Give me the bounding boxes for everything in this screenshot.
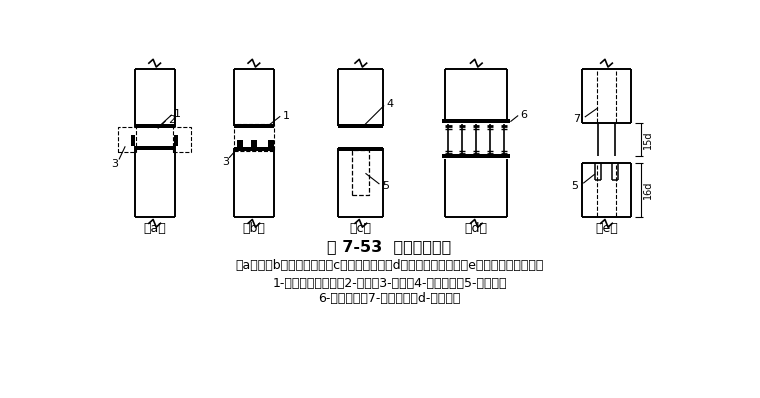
Text: 5: 5 (572, 181, 578, 191)
Bar (234, 124, 274, 128)
Text: 1: 1 (174, 109, 181, 119)
Bar (353, 150, 369, 195)
Text: 6-预埋法兰；7-预埋锚筋；d-锚栓直径: 6-预埋法兰；7-预埋锚筋；d-锚栓直径 (318, 292, 461, 305)
Text: （e）: （e） (595, 222, 618, 235)
Text: 6: 6 (521, 110, 527, 120)
Text: 图 7-53  桩的接头型式: 图 7-53 桩的接头型式 (328, 239, 451, 254)
Bar (135, 124, 175, 128)
Text: 3: 3 (111, 159, 118, 169)
Bar (442, 154, 511, 158)
Bar (234, 124, 274, 151)
Bar (119, 127, 136, 152)
Text: （b）: （b） (242, 222, 265, 235)
Text: （a）: （a） (144, 222, 166, 235)
Text: 5: 5 (382, 181, 389, 191)
Bar (237, 140, 243, 147)
Bar (442, 119, 511, 123)
Bar (268, 140, 274, 147)
Bar (131, 135, 135, 146)
Bar (251, 140, 257, 147)
Text: 4: 4 (386, 99, 394, 109)
Text: （a）、（b）焊接接合；（c）管式接合；（d）管桩螺栓接合；（e）硫磺砂浆锚筋接合: （a）、（b）焊接接合；（c）管式接合；（d）管桩螺栓接合；（e）硫磺砂浆锚筋接… (236, 259, 543, 272)
Bar (135, 146, 175, 150)
Bar (338, 124, 383, 128)
Text: （d）: （d） (465, 222, 488, 235)
Text: 16d: 16d (642, 181, 653, 199)
Text: 2: 2 (168, 115, 175, 125)
Bar (338, 147, 383, 151)
Text: （c）: （c） (350, 222, 372, 235)
Bar (234, 147, 274, 151)
Text: 7: 7 (573, 114, 580, 124)
Text: 1-角钢与主筋焊接；2-钢板；3-焊缝；4-预埋钢管；5-浆锚孔；: 1-角钢与主筋焊接；2-钢板；3-焊缝；4-预埋钢管；5-浆锚孔； (272, 277, 507, 290)
Text: 15d: 15d (642, 130, 653, 148)
Text: 3: 3 (223, 158, 230, 168)
Bar (174, 135, 178, 146)
Text: 1: 1 (283, 111, 290, 121)
Bar (173, 127, 191, 152)
